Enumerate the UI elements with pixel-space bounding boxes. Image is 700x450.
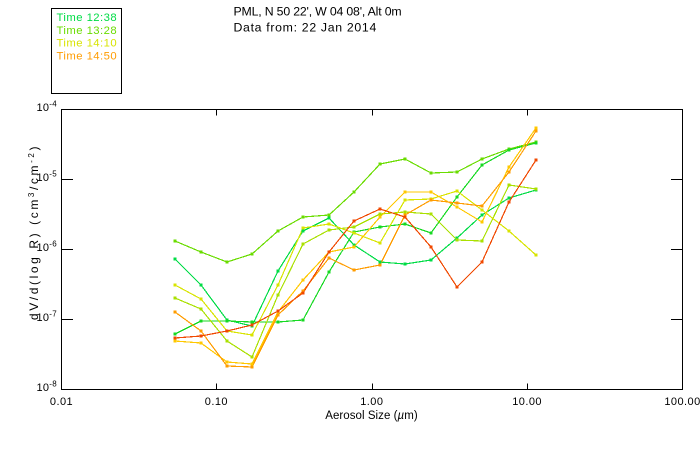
svg-text:Time 12:38: Time 12:38 [57, 12, 118, 24]
svg-text:Time 14:10: Time 14:10 [57, 38, 118, 50]
svg-text:0.01: 0.01 [50, 396, 73, 408]
svg-text:Time 13:28: Time 13:28 [57, 25, 118, 37]
svg-text:PML, N 50 22', W 04 08', Alt 0: PML, N 50 22', W 04 08', Alt 0m [234, 5, 402, 19]
svg-text:Time 14:50: Time 14:50 [57, 50, 118, 62]
svg-text:100.00: 100.00 [664, 396, 700, 408]
svg-text:0.10: 0.10 [205, 396, 228, 408]
svg-text:1.00: 1.00 [360, 396, 383, 408]
svg-text:10.00: 10.00 [512, 396, 542, 408]
svg-text:Data from: 22 Jan 2014: Data from: 22 Jan 2014 [234, 21, 377, 35]
svg-text:Aerosol Size (µm): Aerosol Size (µm) [325, 410, 418, 422]
svg-text:dV/d(log R) (cm3/cm-2): dV/d(log R) (cm3/cm-2) [27, 144, 41, 320]
